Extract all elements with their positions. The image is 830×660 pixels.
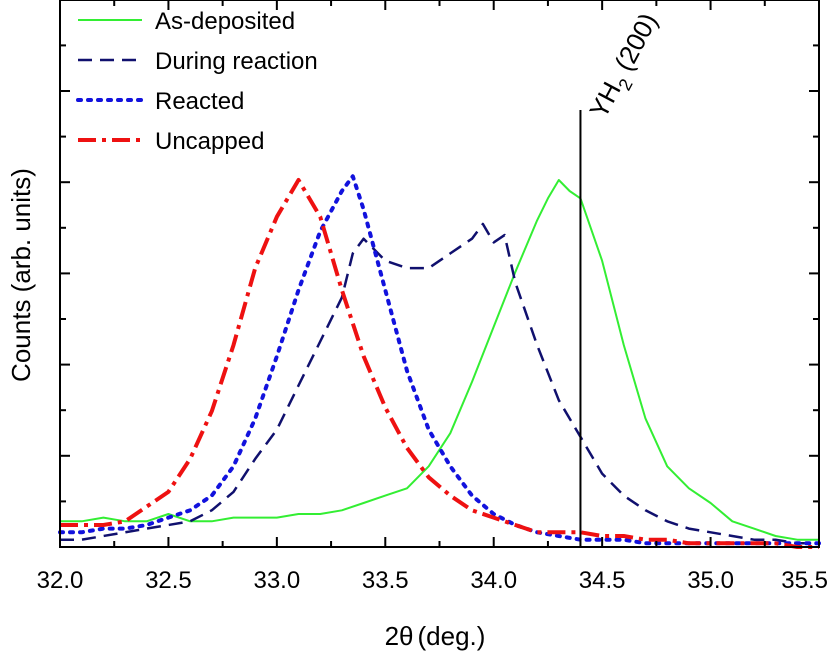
annotation-label: YH2 (200) bbox=[583, 8, 668, 126]
series-line-uncapped bbox=[60, 178, 819, 549]
x-tick-label: 33.0 bbox=[253, 567, 300, 594]
x-tick-label: 32.5 bbox=[145, 567, 192, 594]
legend-label: Uncapped bbox=[155, 128, 264, 155]
series-line-as-deposited bbox=[60, 179, 819, 541]
legend-label: As-deposited bbox=[155, 8, 295, 35]
plot-lines bbox=[58, 174, 821, 549]
x-axis-label-symbol: 2θ bbox=[385, 621, 414, 651]
x-axis-label-unit: (deg.) bbox=[418, 621, 486, 651]
legend: As-deposited During reaction Reacted Uncapp… bbox=[76, 8, 318, 155]
plot-frame bbox=[59, 0, 820, 548]
y-axis-label: Counts (arb. units) bbox=[6, 168, 36, 382]
x-tick-label: 35.5 bbox=[781, 567, 828, 594]
x-axis-label: 2θ (deg.) bbox=[385, 621, 486, 651]
legend-label: During reaction bbox=[155, 48, 318, 75]
x-tick-label: 35.0 bbox=[687, 567, 734, 594]
x-tick-labels: 32.0 32.5 33.0 33.5 34.0 34.5 35.0 35.5 bbox=[37, 567, 828, 594]
x-tick-label: 32.0 bbox=[37, 567, 84, 594]
annotation-label-rest: (200) bbox=[605, 8, 663, 82]
legend-label: Reacted bbox=[155, 88, 244, 115]
x-tick-label: 33.5 bbox=[362, 567, 409, 594]
annotation: YH2 (200) bbox=[579, 8, 668, 547]
series-line-during-reaction bbox=[60, 222, 819, 545]
x-tick-label: 34.0 bbox=[470, 567, 517, 594]
axis-ticks bbox=[59, 0, 820, 547]
x-tick-label: 34.5 bbox=[579, 567, 626, 594]
